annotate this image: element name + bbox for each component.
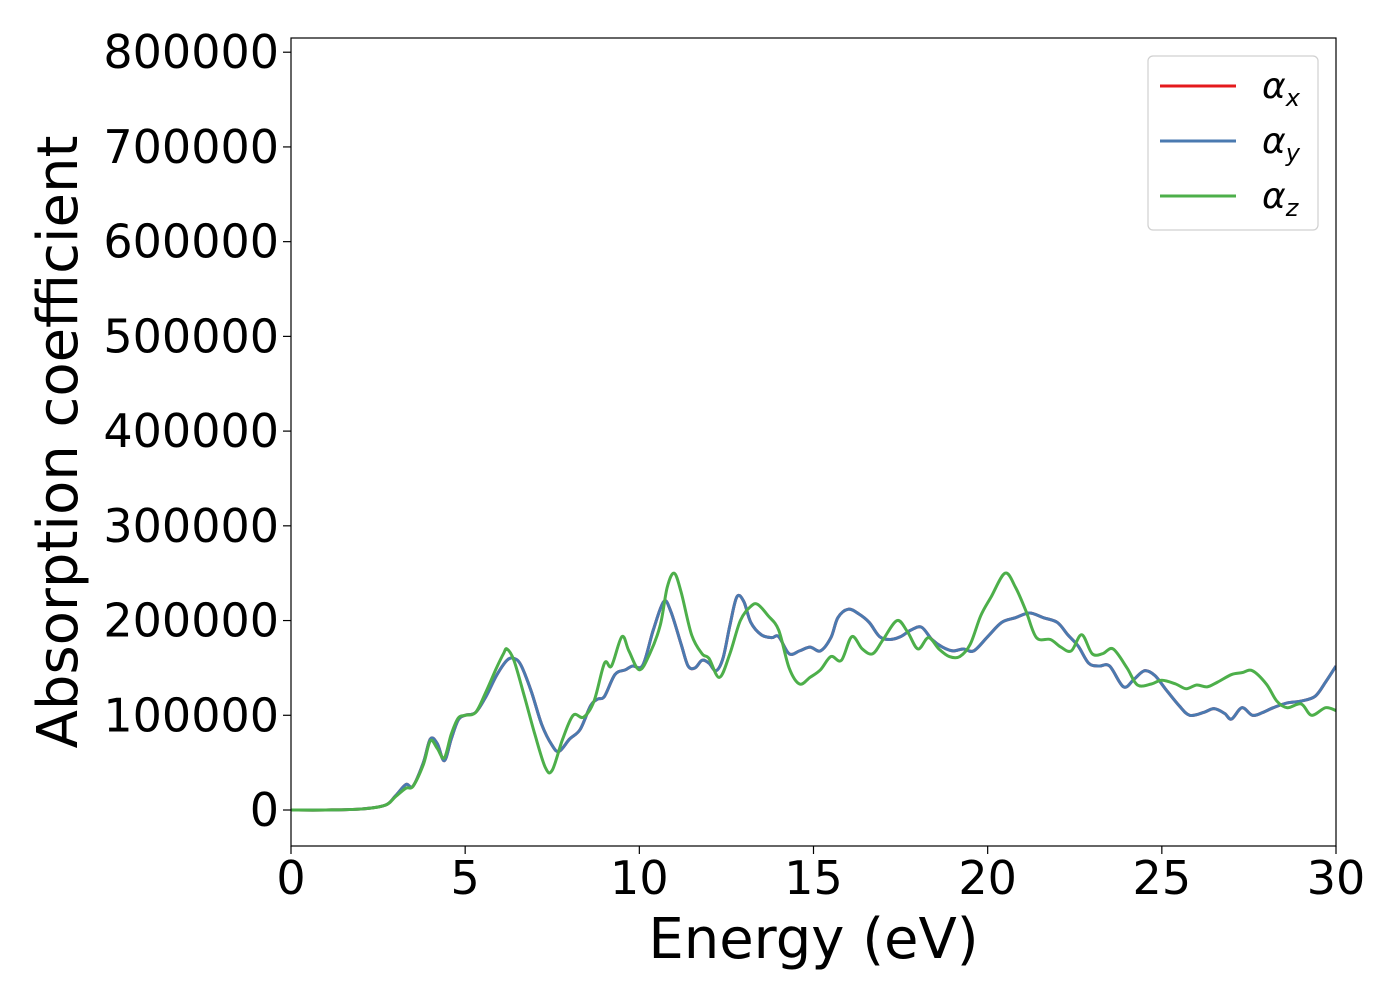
x-axis-ticks: 0 5 10 15 20 25 30 <box>276 846 1365 905</box>
y-tick-label: 400000 <box>103 404 279 458</box>
legend-label-z: αz <box>1262 176 1300 222</box>
y-tick-label: 0 <box>250 783 279 837</box>
x-tick-label: 0 <box>276 851 305 905</box>
series-line-z <box>291 571 1336 812</box>
y-tick-label: 600000 <box>103 215 279 269</box>
y-tick-label: 700000 <box>103 120 279 174</box>
x-tick-label: 5 <box>451 851 480 905</box>
y-tick-label: 100000 <box>103 688 279 742</box>
y-tick-label: 200000 <box>103 594 279 648</box>
legend-label-x: αx <box>1262 66 1301 112</box>
x-tick-label: 15 <box>784 851 843 905</box>
y-axis-label: Absorption coefficient <box>26 136 91 749</box>
y-tick-label: 300000 <box>103 499 279 553</box>
x-tick-label: 10 <box>610 851 669 905</box>
legend: αx αy αz <box>1147 55 1319 231</box>
y-tick-label: 800000 <box>103 25 279 79</box>
y-tick-label: 500000 <box>103 309 279 363</box>
y-axis-ticks: 0 100000 200000 300000 400000 500000 600000 700… <box>103 25 291 837</box>
x-axis-label: Energy (eV) <box>648 907 978 972</box>
x-tick-label: 30 <box>1307 851 1366 905</box>
x-tick-label: 20 <box>958 851 1017 905</box>
x-tick-label: 25 <box>1133 851 1192 905</box>
series-lines <box>291 571 1336 812</box>
legend-box <box>1147 55 1319 231</box>
legend-label-y: αy <box>1262 121 1301 167</box>
